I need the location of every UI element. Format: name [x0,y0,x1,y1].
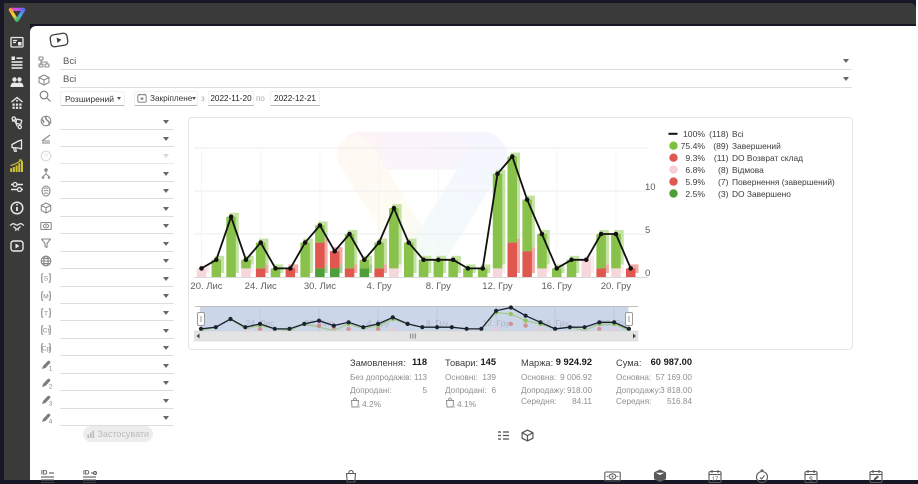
svg-text:M: M [43,293,48,300]
svg-text:30. Лис: 30. Лис [305,318,335,328]
svg-text:ID: ID [83,470,90,477]
svg-text:6.8%: 6.8% [685,165,705,175]
svg-text:20. Лис: 20. Лис [190,281,222,292]
svg-text:x: x [359,404,360,408]
svg-text:(89): (89) [713,141,728,151]
svg-text:T: T [44,310,48,317]
svg-text:100%: 100% [683,129,705,139]
svg-text:Завершений: Завершений [732,141,781,151]
svg-text:17: 17 [712,477,719,483]
svg-text:(118): (118) [709,129,729,139]
svg-text:Повернення (завершений): Повернення (завершений) [732,177,835,187]
svg-text:12. Гру: 12. Гру [482,281,513,292]
svg-text:20. Гру: 20. Гру [601,281,632,292]
svg-text:16. Гру: 16. Гру [542,281,573,292]
svg-text:S: S [44,275,49,282]
svg-text:4. Гру: 4. Гру [367,281,392,292]
svg-text:(8): (8) [718,165,729,175]
svg-text:30. Лис: 30. Лис [304,281,336,292]
svg-text:75.4%: 75.4% [681,141,706,151]
svg-text:Cp: Cp [42,345,51,352]
svg-text:9.3%: 9.3% [685,153,705,163]
svg-text:Відмова: Відмова [732,165,764,175]
svg-text:0: 0 [645,268,650,279]
svg-text:5.9%: 5.9% [685,177,705,187]
svg-text:24. Лис: 24. Лис [245,281,277,292]
svg-text:8. Гру: 8. Гру [426,281,451,292]
svg-text:ID: ID [41,470,48,477]
svg-text:1: 1 [49,366,52,372]
svg-text:12. Гру: 12. Гру [483,318,511,328]
svg-text:2.5%: 2.5% [685,189,705,199]
svg-text:8. Гру: 8. Гру [426,318,449,328]
svg-text:10: 10 [645,182,656,193]
svg-text:DO Возврат склад: DO Возврат склад [732,153,803,163]
svg-text:(3): (3) [718,189,729,199]
svg-text:DO Завершено: DO Завершено [732,189,791,199]
svg-text:Ct: Ct [43,327,50,334]
svg-text:?: ? [44,154,48,161]
svg-text:x: x [454,404,455,408]
svg-text:4: 4 [49,419,52,425]
svg-text:Всі: Всі [732,129,744,139]
svg-text:16. Гру: 16. Гру [542,318,570,328]
svg-text:3: 3 [49,401,52,407]
svg-text:5: 5 [645,225,650,236]
svg-text:(11): (11) [714,153,729,163]
svg-text:2: 2 [49,384,52,390]
svg-text:(7): (7) [718,177,729,187]
